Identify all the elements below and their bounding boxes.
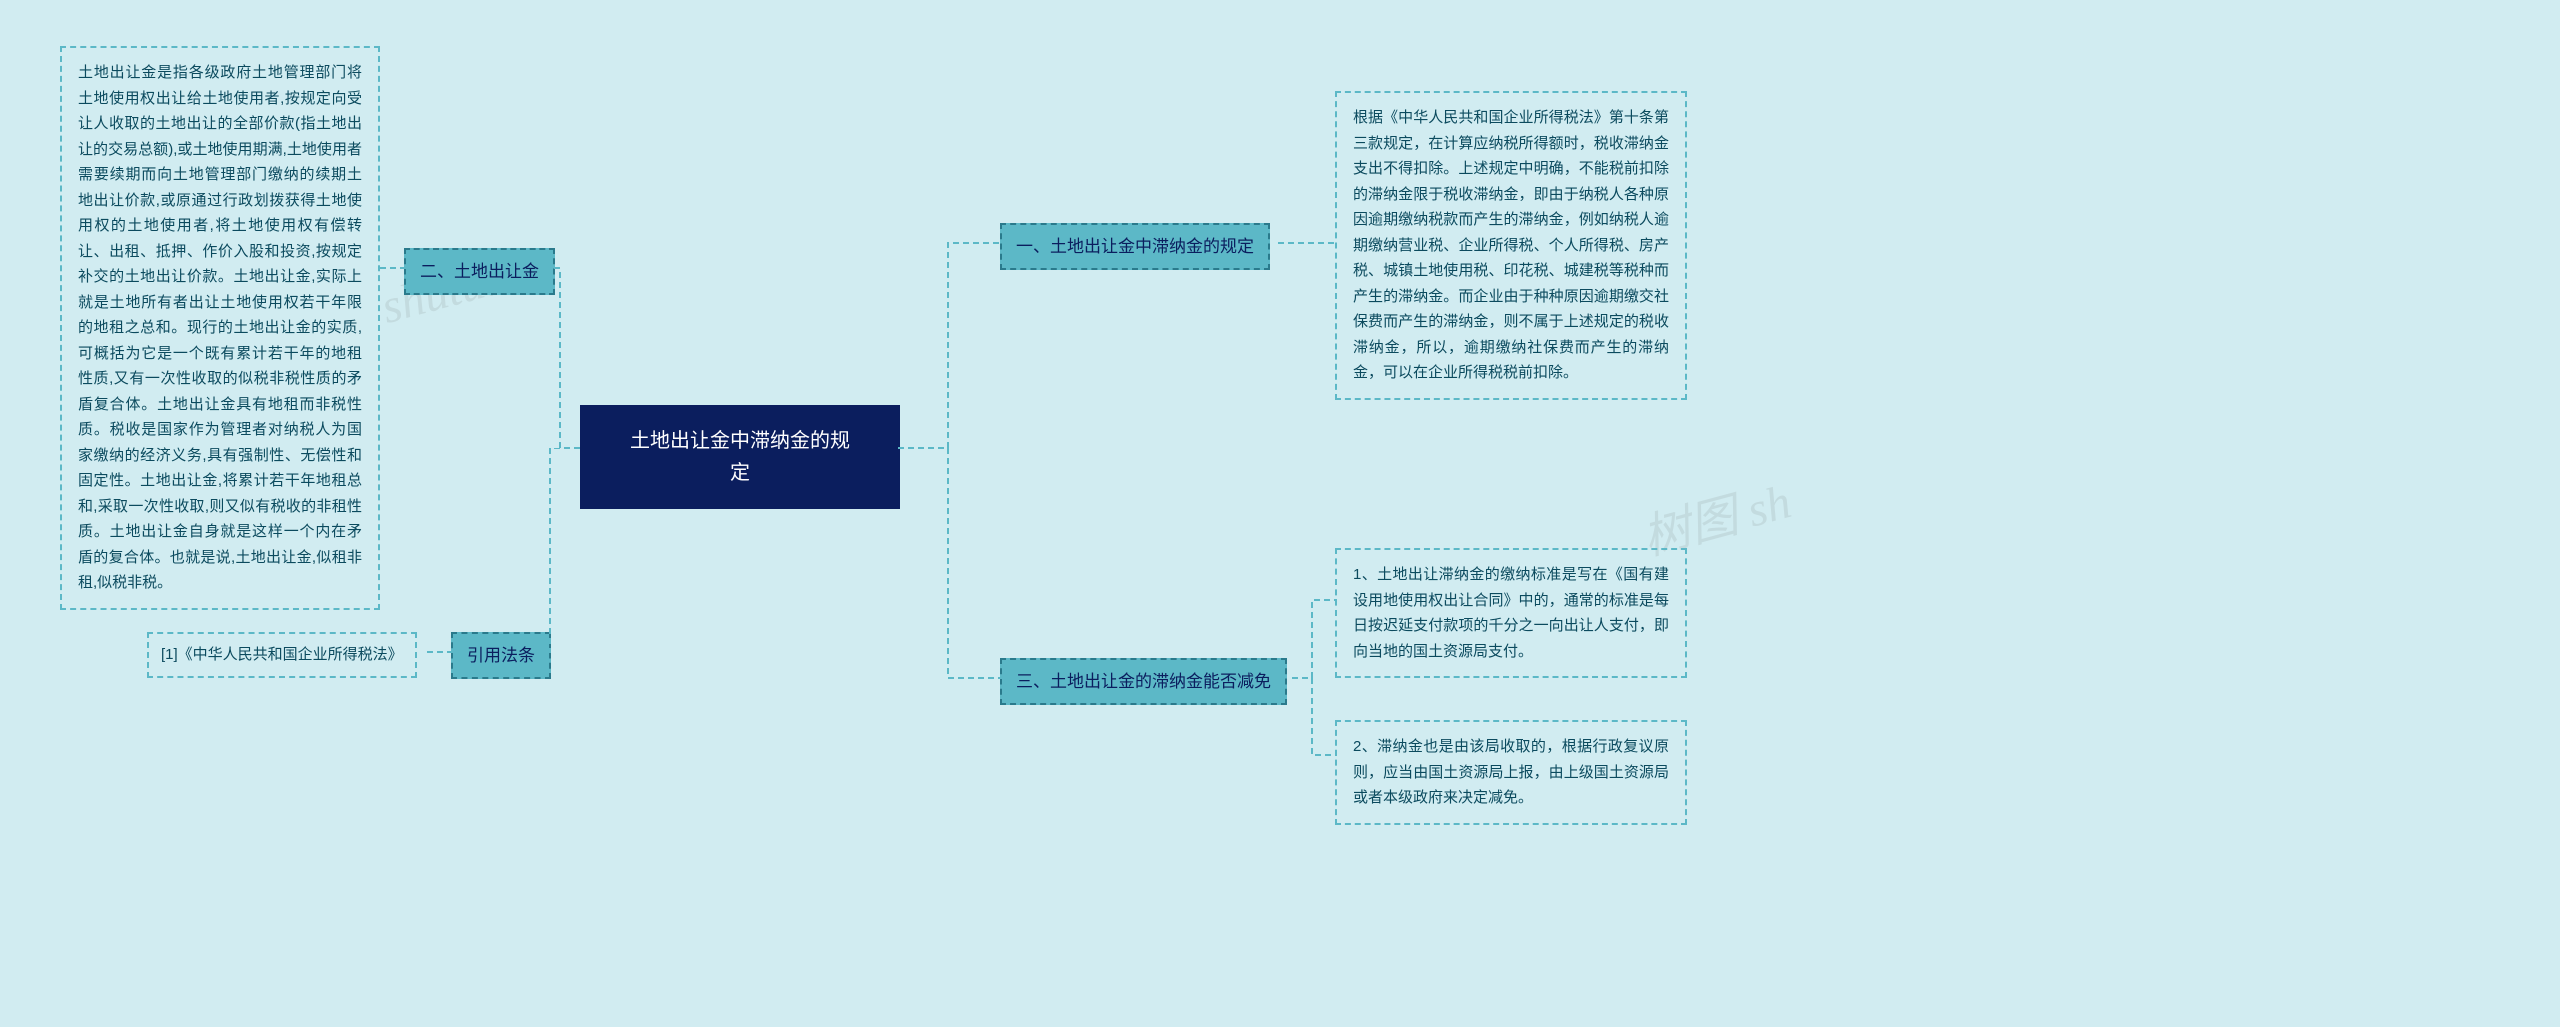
connector-center-right1: [898, 223, 1003, 453]
center-title-line1: 土地出让金中滞纳金的规: [630, 430, 850, 452]
branch-right-1: 一、土地出让金中滞纳金的规定: [1000, 223, 1270, 270]
branch-left-2: 引用法条: [451, 632, 551, 679]
leaf-right-2-1: 1、土地出让滞纳金的缴纳标准是写在《国有建设用地使用权出让合同》中的，通常的标准…: [1335, 548, 1687, 678]
connector-right1-leaf: [1278, 233, 1338, 253]
center-title-line2: 定: [730, 462, 750, 484]
leaf-left-1-1: 土地出让金是指各级政府土地管理部门将土地使用权出让给土地使用者,按规定向受让人收…: [60, 46, 380, 610]
leaf-right-2-2: 2、滞纳金也是由该局收取的，根据行政复议原则，应当由国土资源局上报，由上级国土资…: [1335, 720, 1687, 825]
leaf-right-1-1: 根据《中华人民共和国企业所得税法》第十条第三款规定，在计算应纳税所得额时，税收滞…: [1335, 91, 1687, 400]
branch-right-2: 三、土地出让金的滞纳金能否减免: [1000, 658, 1287, 705]
leaf-left-2-1: [1]《中华人民共和国企业所得税法》: [147, 632, 417, 678]
connector-center-right2: [898, 448, 1003, 688]
branch-left-1: 二、土地出让金: [404, 248, 555, 295]
center-node: 土地出让金中滞纳金的规 定: [580, 405, 900, 509]
